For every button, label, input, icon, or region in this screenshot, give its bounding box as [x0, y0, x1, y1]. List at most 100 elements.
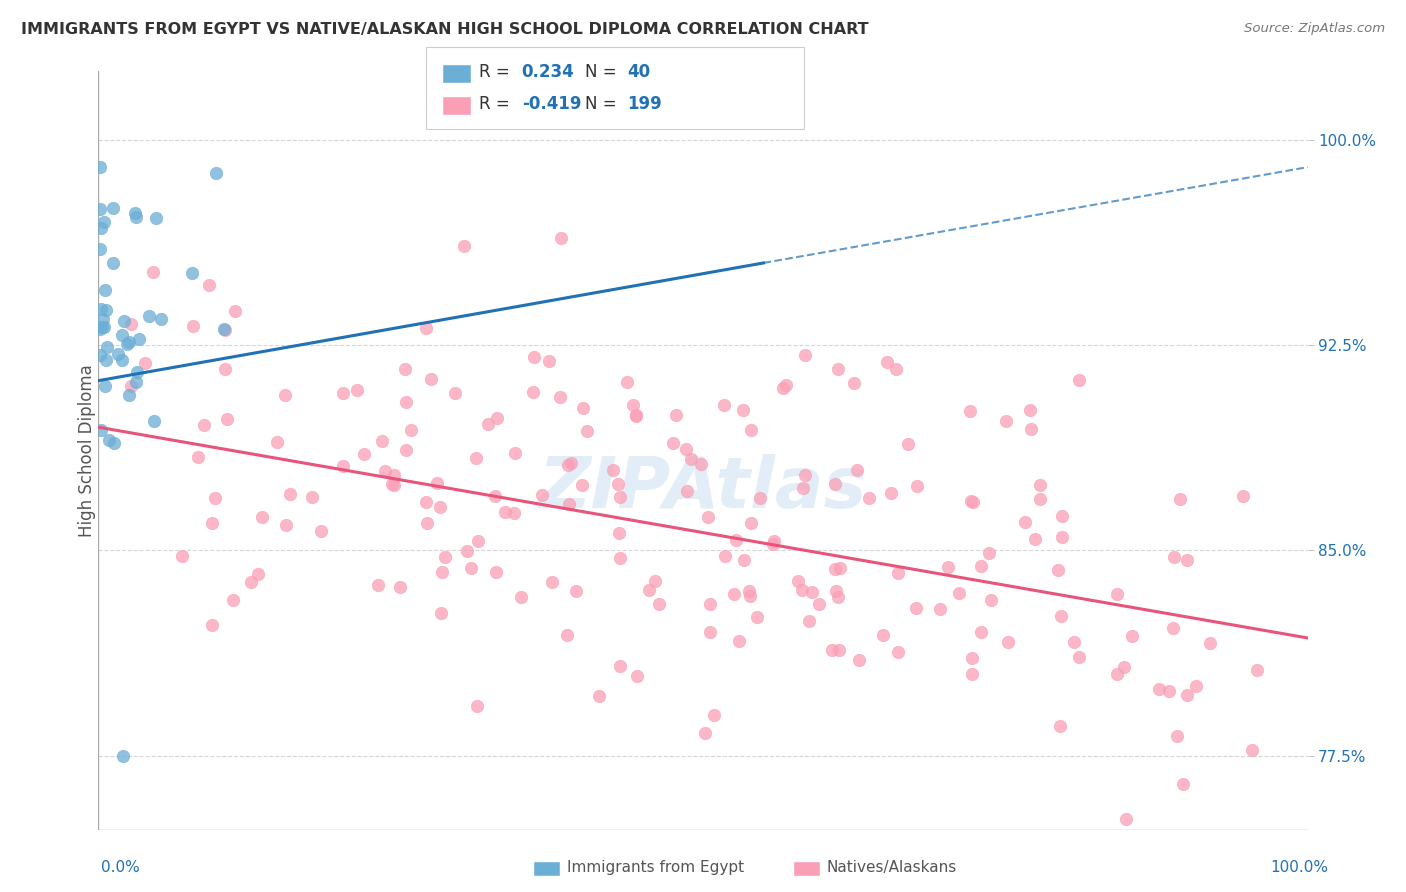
Point — [740, 516, 762, 531]
Point — [90, 423, 112, 437]
Point — [187, 450, 209, 464]
Point — [93, 215, 115, 229]
Point — [89, 160, 111, 174]
Point — [456, 544, 478, 558]
Point — [120, 378, 142, 392]
Text: Source: ZipAtlas.com: Source: ZipAtlas.com — [1244, 22, 1385, 36]
Point — [1163, 550, 1185, 565]
Point — [198, 277, 221, 292]
Point — [626, 409, 648, 423]
Point — [89, 202, 111, 216]
Point — [94, 302, 117, 317]
Point — [120, 317, 142, 331]
Point — [309, 524, 332, 538]
Point — [740, 423, 762, 437]
Point — [103, 256, 125, 270]
Point — [367, 578, 389, 592]
Point — [799, 614, 821, 628]
Point — [1047, 563, 1070, 577]
Point — [212, 322, 235, 336]
Text: R =: R = — [479, 95, 516, 113]
Point — [1019, 422, 1042, 436]
Point — [827, 361, 849, 376]
Text: ZIPAtlas: ZIPAtlas — [538, 454, 868, 523]
Point — [960, 493, 983, 508]
Point — [111, 353, 134, 368]
Point — [842, 376, 865, 391]
Point — [962, 667, 984, 681]
Point — [1232, 489, 1254, 503]
Point — [762, 534, 785, 549]
Point — [224, 303, 246, 318]
Point — [980, 593, 1002, 607]
Point — [905, 479, 928, 493]
Point — [571, 477, 593, 491]
Point — [695, 726, 717, 740]
Point — [453, 239, 475, 253]
Point — [792, 481, 814, 495]
Point — [1050, 530, 1073, 544]
Text: N =: N = — [585, 63, 621, 81]
Point — [1166, 729, 1188, 743]
Point — [824, 584, 846, 599]
Point — [846, 463, 869, 477]
Point — [675, 483, 697, 498]
Point — [430, 606, 453, 620]
Point — [1161, 621, 1184, 635]
Point — [90, 221, 112, 235]
Point — [1029, 478, 1052, 492]
Text: 40: 40 — [627, 63, 650, 81]
Point — [979, 546, 1001, 560]
Point — [486, 411, 509, 425]
Point — [607, 525, 630, 540]
Point — [1049, 719, 1071, 733]
Point — [1014, 515, 1036, 529]
Point — [523, 350, 546, 364]
Point — [787, 574, 810, 588]
Point — [94, 352, 117, 367]
Point — [602, 463, 624, 477]
Point — [648, 597, 671, 611]
Point — [621, 398, 644, 412]
Point — [948, 586, 970, 600]
Point — [541, 574, 564, 589]
Point — [96, 340, 118, 354]
Point — [607, 477, 630, 491]
Point — [415, 495, 437, 509]
Point — [142, 265, 165, 279]
Text: Natives/Alaskans: Natives/Alaskans — [827, 860, 957, 874]
Point — [134, 355, 156, 369]
Point — [1067, 373, 1090, 387]
Point — [962, 494, 984, 508]
Point — [394, 362, 416, 376]
Point — [111, 748, 134, 763]
Point — [848, 653, 870, 667]
Point — [827, 590, 849, 604]
Point — [745, 610, 768, 624]
Point — [416, 516, 439, 530]
Point — [1105, 587, 1128, 601]
Point — [94, 378, 117, 392]
Point — [675, 442, 697, 456]
Point — [172, 549, 194, 564]
Point — [731, 402, 754, 417]
Point — [246, 567, 269, 582]
Point — [382, 478, 405, 492]
Point — [509, 591, 531, 605]
Point — [624, 409, 647, 423]
Point — [905, 601, 928, 615]
Point — [89, 322, 111, 336]
Point — [824, 562, 846, 576]
Point — [149, 311, 172, 326]
Point — [382, 467, 405, 482]
Point — [128, 332, 150, 346]
Point — [800, 585, 823, 599]
Point — [484, 489, 506, 503]
Point — [124, 206, 146, 220]
Text: 100.0%: 100.0% — [1271, 860, 1329, 874]
Point — [433, 550, 456, 565]
Point — [1173, 777, 1195, 791]
Point — [807, 597, 830, 611]
Point — [970, 625, 993, 640]
Point — [609, 550, 631, 565]
